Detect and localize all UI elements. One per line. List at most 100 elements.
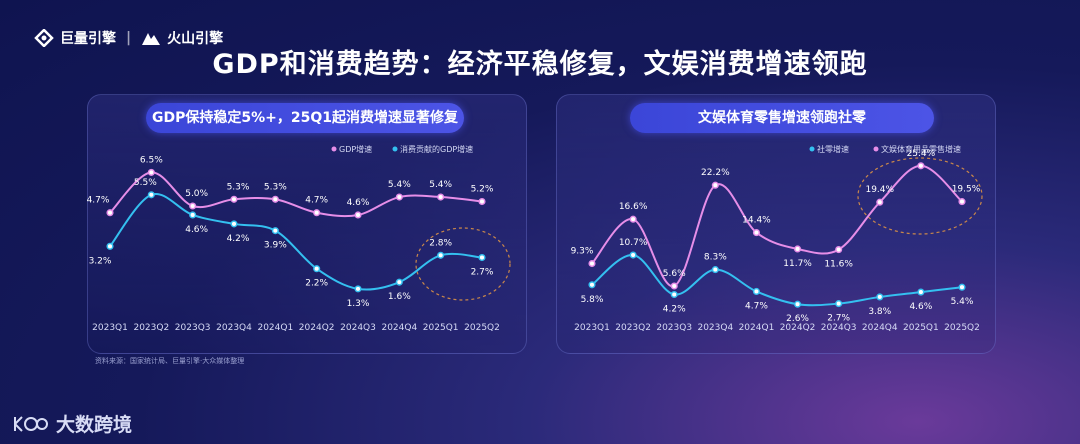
right-panel-title: 文娱体育零售增速领跑社零 <box>630 103 934 133</box>
chart-0-group: 2023Q1 2023Q2 2023Q3 2023Q4 2024Q1 2024Q2 2024… <box>87 144 511 333</box>
chart-1-legend-label: 社零增速 <box>817 144 849 154</box>
chart-0-tick-label: 2023Q1 <box>92 323 128 333</box>
chart-0-series-line <box>109 171 483 218</box>
chart-0-data-label: 4.7% <box>305 196 328 206</box>
chart-1-data-point <box>794 245 802 253</box>
chart-1-data-point <box>835 300 843 308</box>
chart-1-data-point <box>588 259 596 268</box>
chart-0-data-point <box>189 211 197 219</box>
chart-1-tick-label: 2024Q1 <box>739 323 775 333</box>
chart-0-data-label: 3.2% <box>89 256 112 266</box>
chart-0-data-point <box>478 197 486 206</box>
chart-1-data-point <box>794 300 802 308</box>
chart-1-tick-label: 2025Q2 <box>944 323 980 333</box>
brand-separator: | <box>126 30 132 46</box>
chart-0-data-point <box>395 278 403 286</box>
chart-0-data-point <box>189 202 197 210</box>
chart-0-tick-label: 2025Q2 <box>464 323 500 333</box>
chart-1-data-point <box>670 282 678 290</box>
chart-0-data-point <box>106 242 114 250</box>
chart-0-series-line <box>109 192 483 291</box>
chart-1-data-label: 19.5% <box>952 185 981 195</box>
brand-logos: 巨量引擎 | 火山引擎 <box>34 28 223 48</box>
chart-1-tick-label: 2023Q1 <box>574 323 610 333</box>
chart-0-data-label: 4.6% <box>185 225 208 235</box>
chart-0-data-label: 3.9% <box>264 241 287 251</box>
chart-1-data-label: 14.4% <box>742 216 771 226</box>
source-note: 资料来源：国家统计局、巨量引擎·大众媒体整理 <box>95 357 245 365</box>
chart-1-data-label: 11.6% <box>824 260 853 270</box>
chart-0-data-point <box>478 253 486 262</box>
right-panel <box>556 94 996 354</box>
chart-1-data-point <box>711 181 719 189</box>
footer-brand-text: 大数跨境 <box>56 414 133 436</box>
chart-1-data-label: 4.2% <box>663 305 686 315</box>
chart-1-data-point <box>629 251 637 259</box>
chart-0-tick-label: 2024Q1 <box>257 323 293 333</box>
chart-0-data-label: 2.7% <box>471 268 494 278</box>
chart-0-data-point <box>437 193 445 201</box>
chart-0-data-point <box>313 265 321 273</box>
chart-0-data-label: 4.2% <box>227 234 250 244</box>
footer-logo: 大数跨境 <box>12 410 132 437</box>
chart-0-tick-label: 2024Q3 <box>340 323 376 333</box>
chart-0-data-label: 5.0% <box>185 189 208 199</box>
chart-1-data-label: 3.8% <box>868 307 891 317</box>
chart-1-tick-label: 2023Q3 <box>656 323 692 333</box>
chart-1-data-label: 2.7% <box>827 314 850 324</box>
chart-0-data-label: 5.3% <box>264 182 287 192</box>
chart-1-data-label: 22.2% <box>701 168 730 178</box>
chart-1-data-label: 19.4% <box>865 185 894 195</box>
chart-0-tick-label: 2023Q3 <box>175 323 211 333</box>
left-panel <box>87 94 527 354</box>
chart-1-data-label: 8.3% <box>704 253 727 263</box>
chart-1-data-label: 5.8% <box>581 295 604 305</box>
chart-1-tick-label: 2024Q3 <box>821 323 857 333</box>
chart-1-data-point <box>711 266 719 274</box>
chart-1-data-label: 10.7% <box>619 238 648 248</box>
chart-0-data-point <box>437 251 445 259</box>
chart-1-data-point <box>835 246 843 254</box>
chart-0-data-label: 4.6% <box>347 198 370 208</box>
chart-0-data-point <box>354 285 362 293</box>
chart-0-data-point <box>230 220 238 228</box>
chart-1-data-point <box>876 293 884 301</box>
chart-0-highlight-ellipse <box>415 227 511 301</box>
chart-1-data-point <box>752 229 760 237</box>
chart-0-data-label: 4.7% <box>87 196 110 206</box>
chart-0-tick-label: 2023Q4 <box>216 323 252 333</box>
chart-1-data-point <box>958 198 966 206</box>
chart-0-data-label: 1.6% <box>388 292 411 302</box>
page-title: GDP和消费趋势：经济平稳修复，文娱消费增速领跑 <box>212 49 868 80</box>
juliang-logo-icon <box>34 29 54 47</box>
chart-1-legend-marker <box>809 146 815 152</box>
chart-1-tick-label: 2024Q4 <box>862 323 898 333</box>
chart-1-data-label: 5.4% <box>951 297 974 307</box>
chart-1-tick-label: 2023Q4 <box>697 323 733 333</box>
chart-0-legend-label: 消费贡献的GDP增速 <box>400 144 473 154</box>
chart-1-data-point <box>876 198 884 206</box>
chart-0-data-point <box>147 168 155 176</box>
chart-0-tick-label: 2025Q1 <box>423 323 459 333</box>
chart-0-data-point <box>354 211 362 219</box>
chart-0-data-point <box>106 209 114 217</box>
chart-1-data-label: 9.3% <box>571 247 594 257</box>
chart-0-legend-marker <box>331 146 337 152</box>
chart-1-data-point <box>917 288 925 296</box>
chart-1-data-point <box>958 283 966 291</box>
chart-0-legend-label: GDP增速 <box>339 144 372 154</box>
chart-0-data-point <box>147 191 155 199</box>
chart-1-data-point <box>629 215 637 223</box>
chart-1-data-point <box>670 290 678 299</box>
chart-1-data-label: 4.6% <box>909 302 932 312</box>
brand-secondary: 火山引擎 <box>167 31 224 47</box>
chart-0-legend-marker <box>392 146 398 152</box>
chart-1-tick-label: 2025Q1 <box>903 323 939 333</box>
chart-1-data-label: 11.7% <box>783 259 812 269</box>
chart-0-data-point <box>230 195 238 203</box>
chart-1-data-label: 16.6% <box>619 202 648 212</box>
chart-0-data-label: 6.5% <box>140 155 163 165</box>
chart-0-data-label: 5.2% <box>471 185 494 195</box>
chart-0-data-label: 1.3% <box>347 299 370 309</box>
